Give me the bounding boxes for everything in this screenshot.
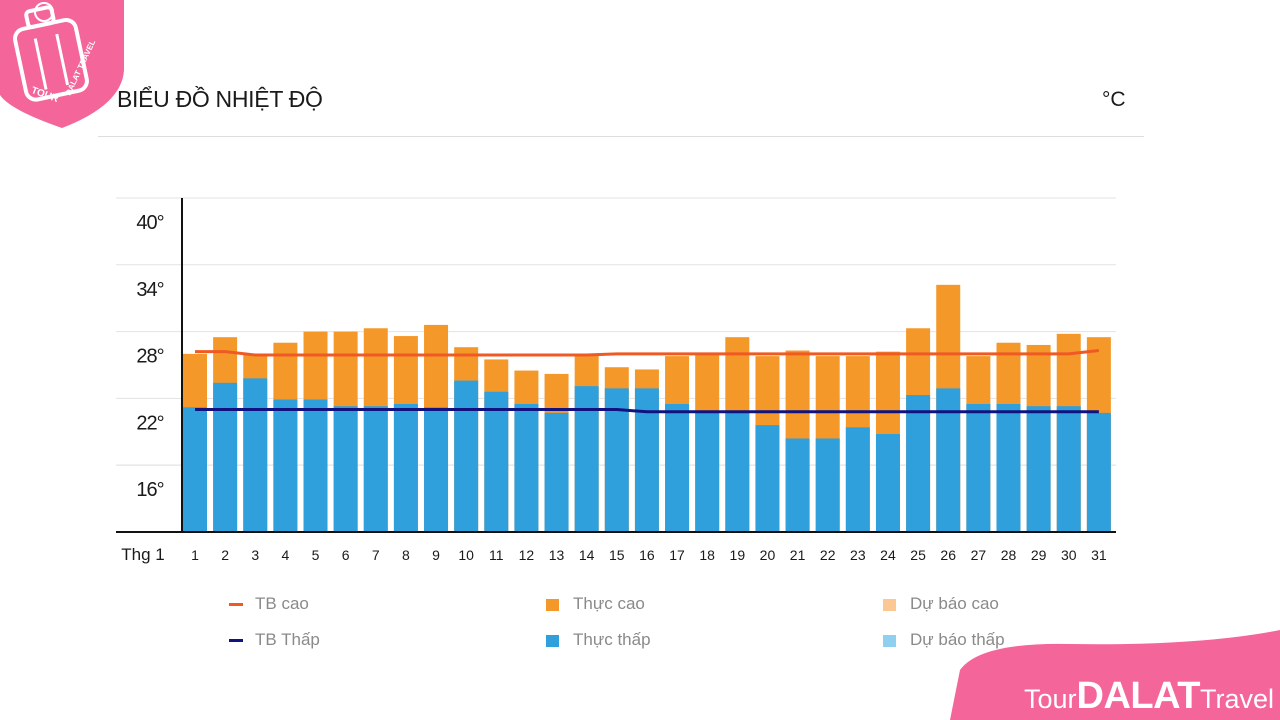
bar-thuc-thap-30 <box>1056 406 1081 532</box>
bar-thuc-thap-3 <box>243 378 268 532</box>
bar-thuc-thap-1 <box>183 407 207 532</box>
legend-label-thuc-cao: Thực cao <box>573 594 645 613</box>
legend-label-du-bao-thap: Dự báo thấp <box>910 630 1005 649</box>
bar-thuc-thap-26 <box>936 388 961 532</box>
bar-thuc-thap-9 <box>424 407 449 532</box>
x-tick-label-13: 13 <box>549 547 565 563</box>
x-tick-label-7: 7 <box>372 547 380 563</box>
legend-label-tb-cao: TB cao <box>255 594 309 613</box>
bar-thuc-thap-15 <box>604 388 629 532</box>
x-tick-label-30: 30 <box>1061 547 1077 563</box>
x-tick-label-6: 6 <box>342 547 350 563</box>
unit-label: °C <box>1102 88 1126 111</box>
bar-thuc-thap-10 <box>454 380 479 532</box>
x-tick-label-5: 5 <box>312 547 320 563</box>
x-tick-label-31: 31 <box>1091 547 1107 563</box>
x-tick-label-19: 19 <box>730 547 746 563</box>
bar-thuc-thap-20 <box>755 425 780 532</box>
y-tick-label: 16° <box>136 479 163 501</box>
bar-thuc-thap-12 <box>514 403 539 532</box>
x-tick-label-25: 25 <box>910 547 926 563</box>
bar-thuc-thap-8 <box>393 403 418 532</box>
legend-swatch-tb-cao <box>229 603 243 606</box>
brand-text-travel: Travel <box>1199 684 1274 714</box>
brand-text-tour: Tour <box>1024 684 1077 714</box>
brand-text-dalat: DALAT <box>1076 675 1201 717</box>
x-tick-label-8: 8 <box>402 547 410 563</box>
x-tick-label-1: 1 <box>191 547 199 563</box>
bar-thuc-thap-17 <box>665 403 690 532</box>
legend-swatch-tb-thap <box>229 639 243 642</box>
y-tick-label: 34° <box>136 279 163 301</box>
x-tick-label-28: 28 <box>1001 547 1017 563</box>
legend-swatch-du-bao-thap <box>883 635 896 647</box>
bar-thuc-thap-24 <box>875 434 900 532</box>
legend-label-tb-thap: TB Thấp <box>255 630 320 649</box>
x-tick-label-26: 26 <box>940 547 956 563</box>
x-tick-label-21: 21 <box>790 547 806 563</box>
x-tick-label-23: 23 <box>850 547 866 563</box>
brand-banner <box>950 630 1280 720</box>
legend-label-du-bao-cao: Dự báo cao <box>910 594 999 613</box>
bar-thuc-thap-4 <box>273 399 298 532</box>
bar-thuc-thap-22 <box>815 438 840 532</box>
legend-swatch-du-bao-cao <box>883 599 896 611</box>
bar-thuc-thap-7 <box>363 406 388 532</box>
x-tick-label-15: 15 <box>609 547 625 563</box>
chart-title: BIỂU ĐỒ NHIỆT ĐỘ <box>117 86 323 112</box>
bar-thuc-thap-19 <box>725 412 750 532</box>
bar-thuc-thap-25 <box>906 395 931 532</box>
x-tick-label-24: 24 <box>880 547 896 563</box>
bar-thuc-thap-31 <box>1086 412 1111 532</box>
y-tick-label: 40° <box>136 212 163 234</box>
bar-thuc-thap-27 <box>966 403 991 532</box>
y-tick-label: 22° <box>136 412 163 434</box>
x-tick-label-10: 10 <box>458 547 474 563</box>
x-tick-label-29: 29 <box>1031 547 1047 563</box>
x-tick-label-20: 20 <box>760 547 776 563</box>
x-tick-label-16: 16 <box>639 547 655 563</box>
bar-thuc-thap-6 <box>333 406 358 532</box>
bar-thuc-thap-14 <box>574 386 599 532</box>
y-tick-label: 28° <box>136 346 163 368</box>
x-tick-label-27: 27 <box>971 547 987 563</box>
legend-label-thuc-thap: Thực thấp <box>573 630 651 649</box>
x-tick-label-9: 9 <box>432 547 440 563</box>
bar-thuc-thap-28 <box>996 403 1021 532</box>
x-tick-label-2: 2 <box>221 547 229 563</box>
brand-banner-text: TourDALATTravel <box>1024 677 1274 715</box>
x-tick-label-14: 14 <box>579 547 595 563</box>
legend-swatch-thuc-thap <box>546 635 559 647</box>
bar-thuc-thap-13 <box>544 412 569 532</box>
title-divider <box>98 136 1144 137</box>
bar-thuc-thap-29 <box>1026 406 1051 532</box>
x-axis-label: Thg 1 <box>121 545 164 564</box>
x-tick-label-22: 22 <box>820 547 836 563</box>
x-tick-label-11: 11 <box>489 547 504 563</box>
x-tick-label-4: 4 <box>281 547 289 563</box>
bar-thuc-thap-11 <box>484 391 509 532</box>
x-tick-label-18: 18 <box>699 547 715 563</box>
bar-thuc-thap-21 <box>785 438 810 532</box>
x-tick-label-12: 12 <box>519 547 535 563</box>
bar-thuc-thap-5 <box>303 399 328 532</box>
bar-thuc-thap-2 <box>213 382 238 532</box>
x-tick-label-17: 17 <box>669 547 685 563</box>
legend-swatch-thuc-cao <box>546 599 559 611</box>
tour-dalat-travel-logo: TOUR DALAT TRAVEL <box>0 0 124 128</box>
bar-thuc-thap-23 <box>845 427 870 532</box>
x-tick-label-3: 3 <box>251 547 259 563</box>
bar-thuc-thap-18 <box>695 412 720 532</box>
line-tb-thap <box>195 408 1099 414</box>
line-tb-cao <box>195 349 1100 357</box>
